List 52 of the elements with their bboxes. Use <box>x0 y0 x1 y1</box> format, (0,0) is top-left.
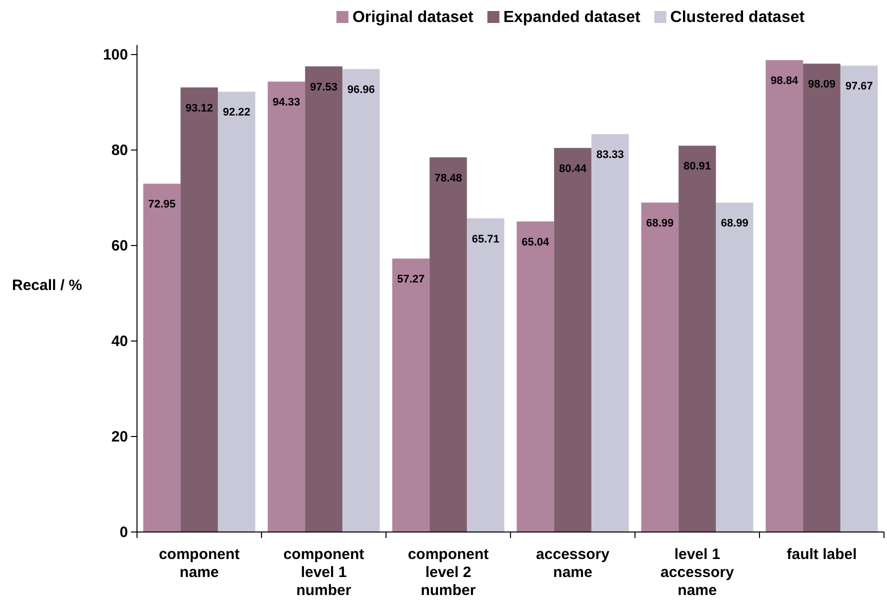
data-label: 93.12 <box>185 102 214 114</box>
y-axis-title: Recall / % <box>12 277 82 294</box>
legend-label: Expanded dataset <box>503 9 641 26</box>
data-label: 65.71 <box>472 233 500 246</box>
data-label: 80.44 <box>558 162 588 175</box>
bar <box>716 202 754 532</box>
bar <box>840 66 878 532</box>
bar <box>641 202 679 532</box>
bar <box>392 258 430 532</box>
data-label: 98.09 <box>808 78 836 91</box>
data-label: 96.96 <box>347 84 375 96</box>
data-label: 98.84 <box>770 75 800 88</box>
x-tick-label: accessory name <box>536 546 610 581</box>
data-label: 97.53 <box>310 81 338 94</box>
bar <box>591 134 629 532</box>
bar <box>554 148 592 532</box>
bar <box>766 60 804 532</box>
data-label: 83.33 <box>596 149 624 162</box>
y-tick-label: 80 <box>111 142 128 159</box>
legend-label: Original dataset <box>352 9 474 26</box>
y-tick-label: 0 <box>120 524 128 541</box>
y-tick-label: 60 <box>111 237 128 254</box>
data-label: 65.04 <box>522 236 550 248</box>
data-label: 57.27 <box>397 274 425 286</box>
data-label: 68.99 <box>720 218 748 230</box>
data-label: 92.22 <box>222 106 250 119</box>
legend-label: Clustered dataset <box>670 9 806 26</box>
bar <box>678 146 716 532</box>
y-tick-label: 20 <box>111 428 128 446</box>
bar <box>342 69 380 532</box>
x-tick-label: level 1 accessory name <box>660 546 735 599</box>
data-label: 68.99 <box>646 218 674 230</box>
bar <box>430 157 467 532</box>
bar <box>143 184 181 532</box>
bar <box>268 82 306 532</box>
y-tick-label: 40 <box>111 332 128 350</box>
data-label: 97.67 <box>845 80 873 93</box>
x-tick-label: component level 1 number <box>283 546 364 599</box>
bar <box>305 66 342 532</box>
bar <box>218 92 256 532</box>
data-label: 72.95 <box>148 198 176 211</box>
data-label: 78.48 <box>434 172 462 184</box>
data-label: 80.91 <box>683 160 712 173</box>
bar <box>803 64 840 532</box>
x-tick-label: component level 2 number <box>408 546 489 599</box>
data-label: 94.33 <box>272 96 300 109</box>
bar <box>180 87 218 532</box>
bar <box>516 221 554 532</box>
bar <box>466 218 504 532</box>
x-tick-label: component name <box>158 546 240 581</box>
y-tick-label: 100 <box>102 46 128 64</box>
x-tick-label: fault label <box>786 546 857 563</box>
